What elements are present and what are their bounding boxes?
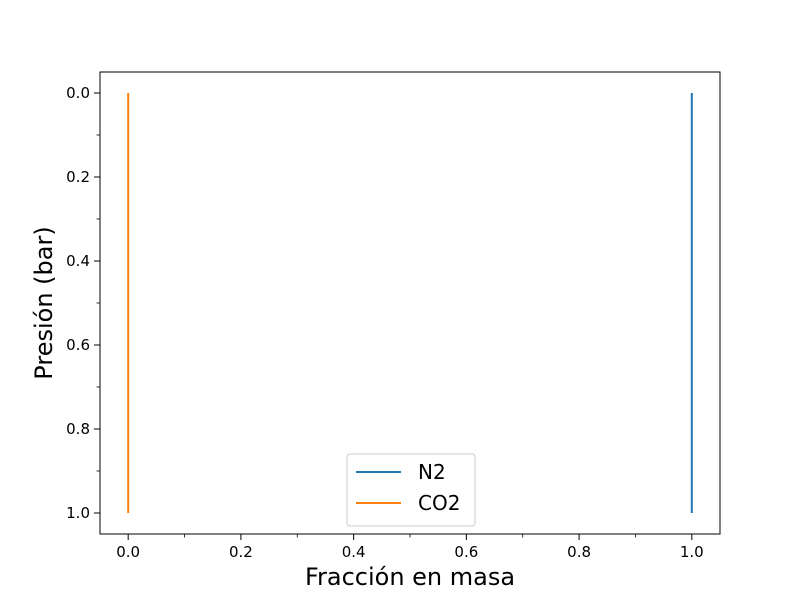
x-axis: 0.0 0.2 0.4 0.6 0.8 1.0: [116, 534, 704, 561]
y-tick-label: 0.0: [66, 84, 90, 102]
y-axis-label: Presión (bar): [30, 226, 58, 379]
legend-label: CO2: [418, 491, 460, 515]
x-tick-label: 1.0: [680, 543, 704, 561]
x-axis-label: Fracción en masa: [305, 563, 515, 591]
y-tick-label: 0.4: [66, 252, 90, 270]
x-tick-label: 0.0: [116, 543, 140, 561]
legend-label: N2: [418, 460, 446, 484]
x-tick-label: 0.6: [454, 543, 478, 561]
y-tick-label: 1.0: [66, 504, 90, 522]
x-tick-label: 0.8: [567, 543, 591, 561]
x-tick-label: 0.4: [342, 543, 366, 561]
y-tick-label: 0.8: [66, 420, 90, 438]
y-tick-label: 0.6: [66, 336, 90, 354]
y-tick-label: 0.2: [66, 168, 90, 186]
plot-area: [127, 93, 693, 513]
legend-box: [346, 453, 476, 527]
x-tick-label: 0.2: [229, 543, 253, 561]
y-axis: 0.0 0.2 0.4 0.6 0.8 1.0: [66, 84, 100, 522]
